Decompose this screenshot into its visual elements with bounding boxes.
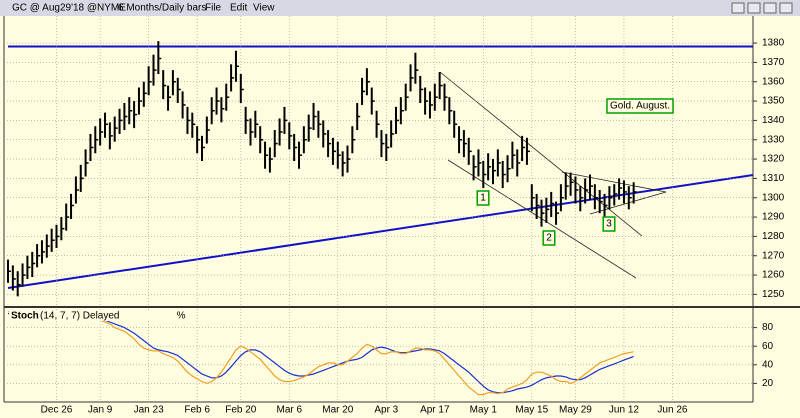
y-tick-label: 1380: [762, 38, 785, 49]
annotation-box: [542, 230, 556, 246]
window-buttons[interactable]: [731, 2, 793, 14]
y-tick-label: 1290: [762, 212, 785, 223]
annotation-box: [476, 190, 490, 206]
stoch-line: [8, 313, 634, 394]
y-tick-label: 1280: [762, 231, 785, 242]
y-tick-label: 1310: [762, 173, 785, 184]
stoch-header-bg: [9, 311, 177, 321]
x-tick-label: Jan 23: [134, 405, 164, 416]
x-tick-label: Apr 3: [374, 405, 398, 416]
plot: Dec 26 Jan 9 Jan 23 Feb 6 Feb 20 Mar 6 Mar 20 A…: [4, 16, 785, 416]
y-tick-label: 1350: [762, 96, 785, 107]
menu-edit[interactable]: Edit: [230, 3, 247, 14]
annotation: 3: [606, 219, 612, 230]
annotation: Gold. August.: [610, 101, 670, 112]
annotation: 2: [546, 233, 552, 244]
legend-label: K%: [170, 311, 186, 322]
stoch-line: [8, 311, 634, 396]
period[interactable]: 6 Months/Daily bars: [118, 3, 206, 14]
x-tick-label: Dec 26: [41, 405, 73, 416]
triangle-upper: [561, 171, 667, 193]
x-tick-label: Feb 6: [184, 405, 210, 416]
menu-view[interactable]: View: [253, 3, 275, 14]
y-tick-label: 1260: [762, 270, 785, 281]
y-tick-label: 80: [762, 322, 774, 333]
x-tick-label: May 29: [559, 405, 592, 416]
x-tick-label: Jun 26: [657, 405, 687, 416]
y-tick-label: 1370: [762, 57, 785, 68]
stoch-title: Stoch: [11, 311, 39, 322]
x-tick-label: Jan 9: [88, 405, 113, 416]
annotation-box: [606, 98, 674, 114]
x-tick-label: May 1: [470, 405, 498, 416]
y-tick-label: 1330: [762, 134, 785, 145]
x-tick-label: Mar 6: [277, 405, 303, 416]
y-tick-label: 20: [762, 378, 774, 389]
y-tick-label: 1360: [762, 76, 785, 87]
y-tick-label: 1250: [762, 289, 785, 300]
y-tick-label: 60: [762, 341, 774, 352]
x-tick-label: Apr 17: [420, 405, 450, 416]
x-tick-label: Jun 12: [609, 405, 639, 416]
symbol[interactable]: GC @ Aug29'18 @NYME: [12, 3, 126, 14]
y-tick-label: 1340: [762, 115, 785, 126]
title-bar: [0, 0, 800, 16]
x-tick-label: Feb 20: [225, 405, 257, 416]
y-tick-label: 1320: [762, 154, 785, 165]
y-tick-label: 1300: [762, 192, 785, 203]
x-tick-label: May 15: [515, 405, 548, 416]
x-tick-label: Mar 20: [322, 405, 354, 416]
menu-file[interactable]: File: [205, 3, 222, 14]
stoch-params: (14, 7, 7) Delayed: [40, 311, 120, 322]
annotation: 1: [480, 193, 486, 204]
y-tick-label: 1270: [762, 250, 785, 261]
y-tick-label: 40: [762, 359, 774, 370]
annotation-box: [602, 216, 616, 232]
